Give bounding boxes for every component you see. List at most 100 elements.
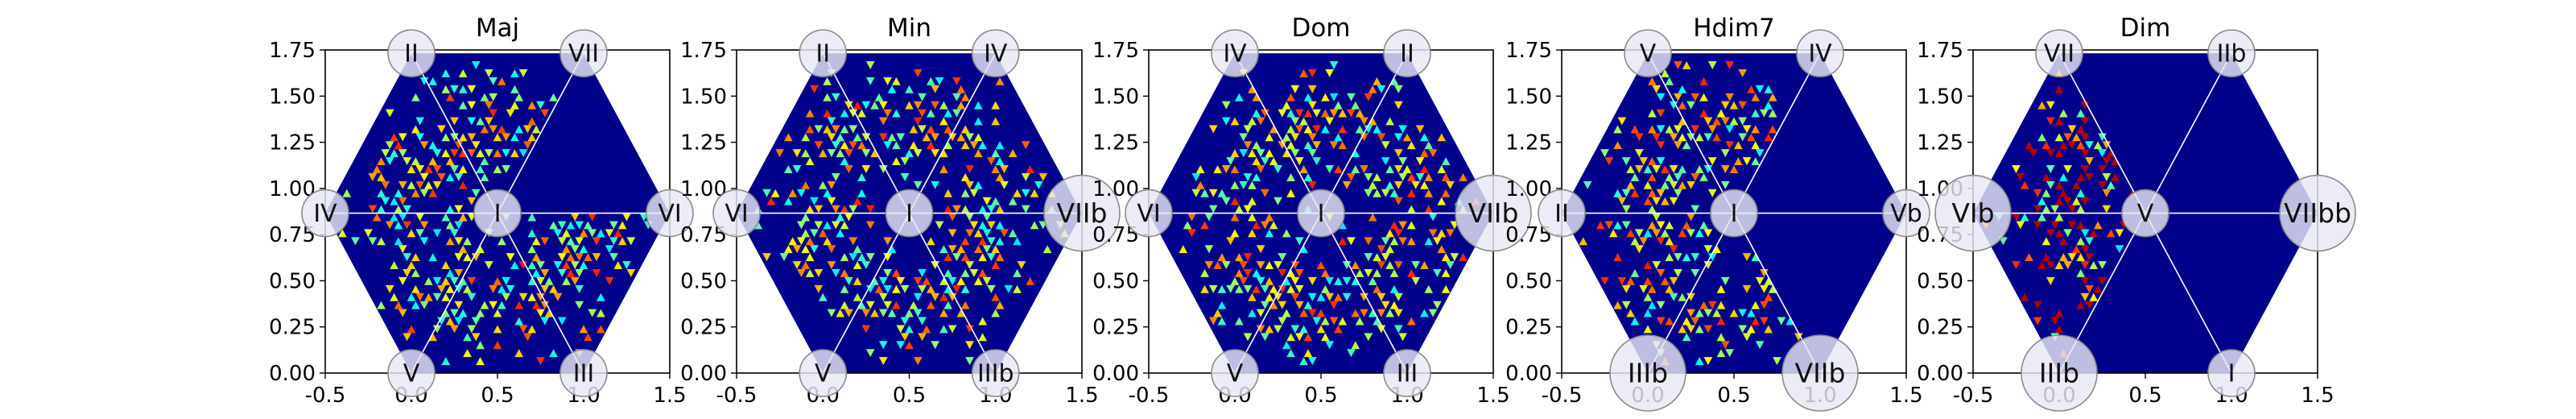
heat-cell (874, 93, 884, 102)
heat-cell (450, 325, 459, 334)
heat-cell (2089, 229, 2099, 238)
heat-cell (857, 189, 866, 197)
heat-cell (2115, 245, 2124, 254)
heat-cell (1579, 237, 1588, 246)
heat-cell (1626, 309, 1635, 317)
heat-cell (518, 325, 528, 334)
heat-cell (441, 276, 451, 285)
heat-cell (514, 125, 524, 134)
heat-cell (865, 205, 875, 214)
heat-cell (1230, 197, 1240, 205)
heat-cell (1243, 269, 1253, 277)
heat-cell (2076, 109, 2086, 118)
heat-cell (1381, 253, 1390, 262)
heat-cell (493, 165, 502, 173)
heat-cell (987, 237, 996, 246)
heat-cell (458, 180, 468, 189)
heat-cell (939, 149, 948, 158)
heat-cell (865, 77, 875, 85)
heat-cell (1734, 157, 1743, 166)
heat-cell (502, 276, 511, 285)
heat-cell (840, 253, 849, 262)
heat-cell (502, 149, 511, 158)
heat-cell (1751, 125, 1761, 134)
heat-cell (931, 101, 940, 110)
heat-cell (1621, 301, 1631, 309)
heat-cell (939, 245, 948, 254)
heat-cell (1312, 109, 1321, 118)
heat-cell (766, 197, 776, 205)
heat-cell (840, 109, 849, 118)
heat-cell (1243, 253, 1253, 262)
heat-cell (1200, 284, 1209, 293)
heat-cell (922, 276, 931, 285)
heat-cell (467, 276, 477, 285)
heat-cell (1290, 325, 1300, 334)
heat-cell (978, 237, 988, 246)
heat-cell (805, 237, 815, 246)
node-label: IV (984, 40, 1008, 68)
heat-cell (419, 141, 429, 150)
heat-cell (1643, 180, 1653, 189)
heat-cell (437, 125, 446, 134)
heat-cell (1716, 349, 1726, 358)
heat-cell (1351, 276, 1360, 285)
heat-cell (1643, 165, 1653, 173)
heat-cell (960, 125, 970, 134)
heat-cell (1755, 341, 1765, 350)
heat-cell (450, 309, 459, 317)
heat-cell (407, 165, 416, 173)
heat-cell (402, 205, 411, 214)
heat-cell (1338, 317, 1348, 326)
heat-cell (476, 309, 485, 317)
heat-cell (913, 180, 923, 189)
heat-cell (2080, 229, 2090, 238)
heat-cell (1608, 229, 1618, 238)
heat-cell (1626, 276, 1635, 285)
heat-cell (1639, 157, 1648, 166)
heat-cell (549, 221, 558, 230)
heat-cell (2080, 292, 2090, 301)
heat-cell (969, 269, 979, 277)
heat-cell (943, 269, 953, 277)
node-circle (799, 29, 848, 77)
heat-cell (1437, 245, 1447, 254)
x-tick-label: 0.5 (481, 384, 514, 408)
heat-cell (2046, 117, 2055, 126)
heat-cell (437, 284, 446, 293)
heat-cell (952, 109, 961, 118)
heat-cell (987, 284, 996, 293)
heat-cell (1720, 149, 1730, 158)
heat-cell (965, 261, 974, 270)
heat-cell (823, 77, 832, 85)
heat-cell (1307, 309, 1317, 317)
heat-cell (415, 180, 425, 189)
node-circle (1624, 29, 1672, 77)
x-tick-label: 0.5 (893, 384, 926, 408)
heat-cell (805, 205, 815, 214)
heat-cell (982, 229, 992, 238)
heat-cell (870, 149, 879, 158)
heat-cell (493, 309, 502, 317)
heat-cell (1669, 165, 1678, 173)
panel-dom: -0.50.00.51.01.50.000.250.500.751.001.25… (1092, 14, 1532, 408)
heat-cell (1338, 109, 1348, 118)
heat-cell (931, 261, 940, 270)
heat-cell (2093, 141, 2103, 150)
heat-cell (540, 237, 550, 246)
heat-cell (905, 85, 914, 93)
heat-cell (2050, 205, 2059, 214)
heat-cell (518, 292, 528, 301)
heat-cell (969, 141, 979, 150)
heat-cell (1712, 117, 1721, 126)
heat-cell (1398, 237, 1407, 246)
heat-cell (1221, 165, 1231, 173)
heat-cell (1747, 133, 1756, 142)
heat-cell (1656, 189, 1666, 197)
heat-cell (432, 325, 442, 334)
node-circle (885, 189, 934, 238)
heat-cell (1252, 284, 1261, 293)
heat-cell (775, 149, 784, 158)
heat-cell (918, 317, 927, 326)
heat-cell (510, 133, 519, 142)
